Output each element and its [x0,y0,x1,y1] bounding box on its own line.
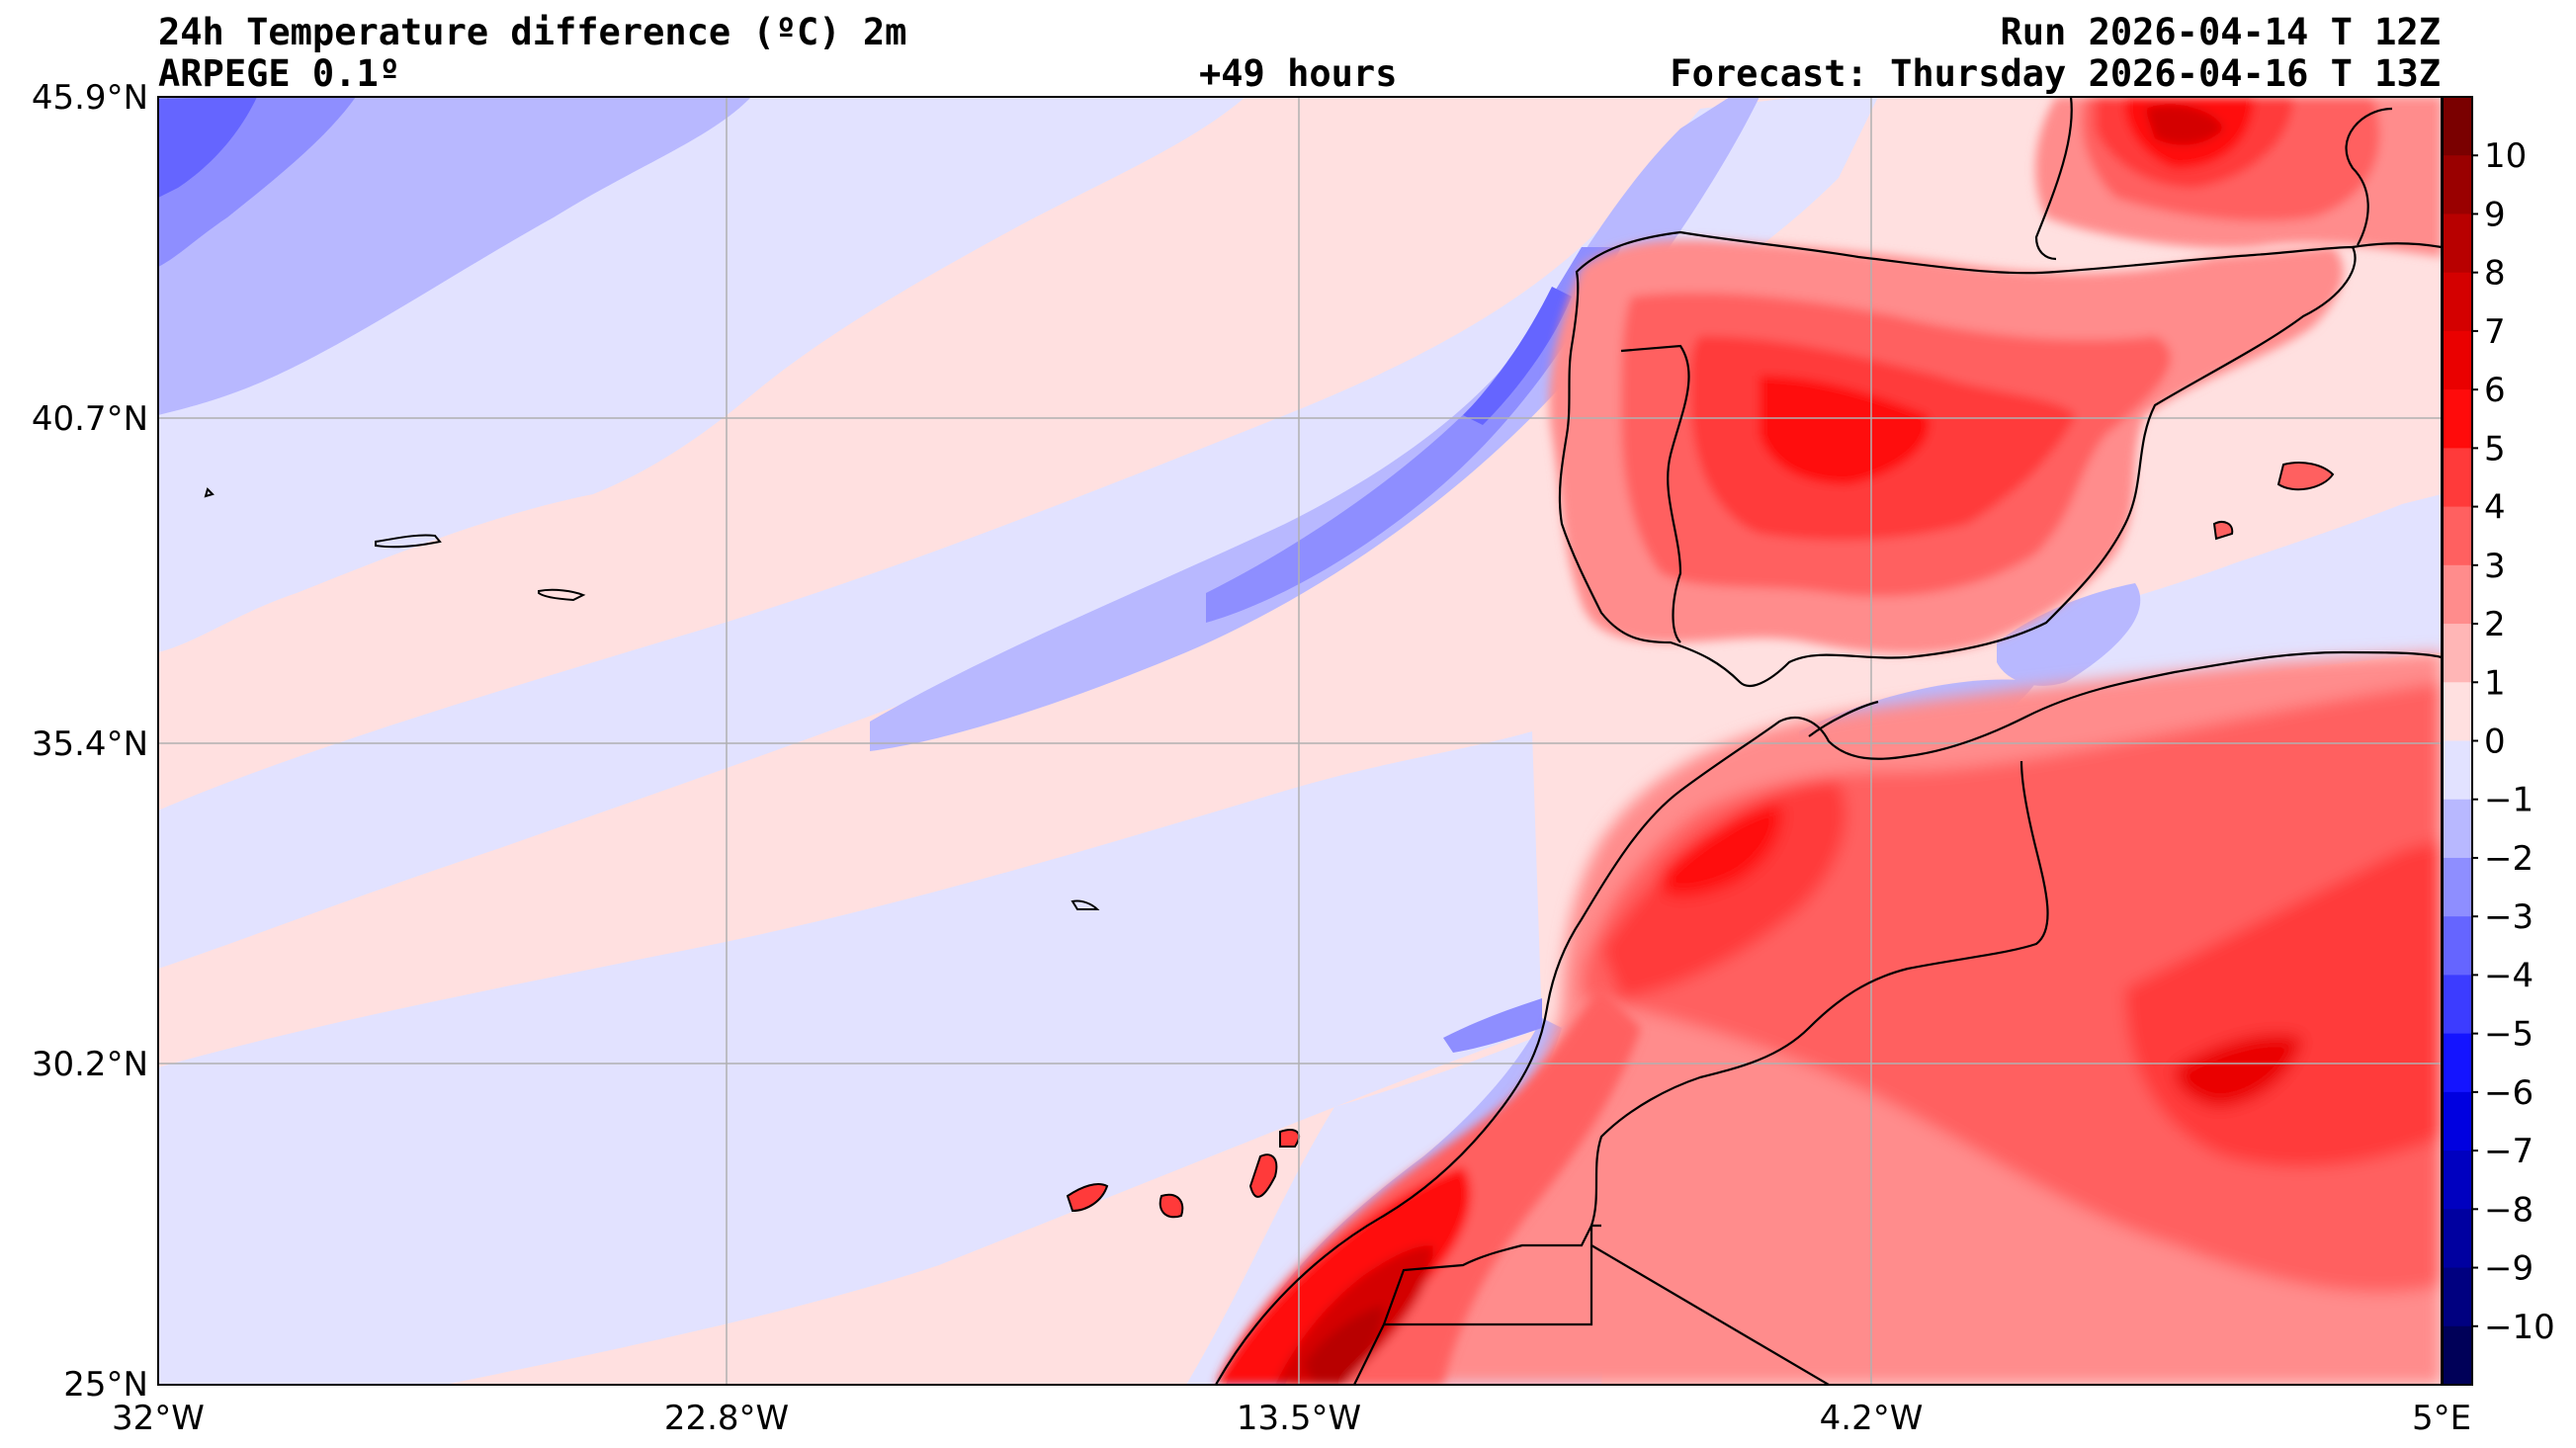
lat-label: 25°N [63,1365,148,1405]
colorbar-label: 10 [2484,136,2527,176]
colorbar-label: −4 [2484,956,2533,995]
colorbar-label: 3 [2484,547,2506,586]
forecast-label: Forecast: Thursday 2026-04-16 T 13Z [1670,52,2441,95]
colorbar-label: 5 [2484,429,2506,468]
canary-islands [1066,1129,1300,1219]
colorbar-swatch [2443,1325,2472,1386]
colorbar-swatch [2443,155,2472,214]
colorbar-swatch [2443,1267,2472,1327]
colorbar-label: −8 [2484,1190,2533,1230]
coastlines [1215,97,2442,1385]
map-title: 24h Temperature difference (ºC) 2m [158,11,907,53]
lat-label: 40.7°N [32,399,148,439]
longitude-labels: 32°W 22.8°W 13.5°W 4.2°W 5°E [112,1399,2471,1438]
lon-label: 32°W [112,1399,205,1438]
colorbar-swatch [2443,799,2472,859]
lead-time-label: +49 hours [1199,52,1398,95]
colorbar-label: −9 [2484,1249,2533,1289]
latitude-labels: 45.9°N 40.7°N 35.4°N 30.2°N 25°N [32,78,148,1405]
colorbar-swatch [2443,682,2472,741]
colorbar-swatch [2443,624,2472,683]
graticule [158,97,2442,1385]
colorbar-swatch [2443,330,2472,390]
colorbar-label: −10 [2484,1308,2555,1347]
lat-label: 35.4°N [32,724,148,764]
temperature-field [158,97,2442,1385]
colorbar-swatch [2443,506,2472,566]
cool-band-south [158,731,1542,1385]
model-label: ARPEGE 0.1º [158,52,401,95]
cold-corner-nw [158,97,751,415]
colorbar-swatch [2443,389,2472,449]
colorbar-swatch [2443,213,2472,274]
colorbar-label: 6 [2484,371,2506,410]
colorbar-label: −1 [2484,781,2533,820]
colorbar-swatch [2443,916,2472,976]
colorbar-swatch [2443,1033,2472,1093]
colorbar-swatch [2443,564,2472,625]
colorbar-label: 9 [2484,195,2506,234]
lon-label: 5°E [2412,1399,2471,1438]
colorbar-label: −3 [2484,897,2533,937]
colorbar-swatch [2443,272,2472,332]
cool-mediterranean [2017,494,2442,707]
colorbar-label: 4 [2484,488,2506,528]
colorbar-label: 8 [2484,254,2506,294]
colorbar-label: −7 [2484,1132,2533,1171]
colorbar-label: 2 [2484,605,2506,644]
colorbar-swatch [2443,857,2472,917]
run-label: Run 2026-04-14 T 12Z [2000,11,2441,53]
colorbar-label: −6 [2484,1073,2533,1113]
cold-tongue [870,97,1760,751]
lat-label: 30.2°N [32,1045,148,1084]
colorbar-swatch [2443,975,2472,1035]
colorbar-swatch [2443,1209,2472,1269]
colorbar-label: 0 [2484,723,2506,762]
colorbar-swatch [2443,1150,2472,1210]
colorbar-label: −5 [2484,1015,2533,1055]
colorbar-swatch [2443,1091,2472,1151]
colorbar-label: −2 [2484,839,2533,879]
colorbar-label: 7 [2484,312,2506,352]
cool-band-center [158,97,1878,969]
lon-label: 4.2°W [1820,1399,1924,1438]
lat-label: 45.9°N [32,78,148,118]
lon-label: 13.5°W [1237,1399,1361,1438]
lon-label: 22.8°W [664,1399,789,1438]
colorbar-swatch [2443,97,2472,156]
colorbar-swatch [2443,448,2472,508]
colorbar-label: 1 [2484,663,2506,703]
colorbar-swatch [2443,740,2472,801]
